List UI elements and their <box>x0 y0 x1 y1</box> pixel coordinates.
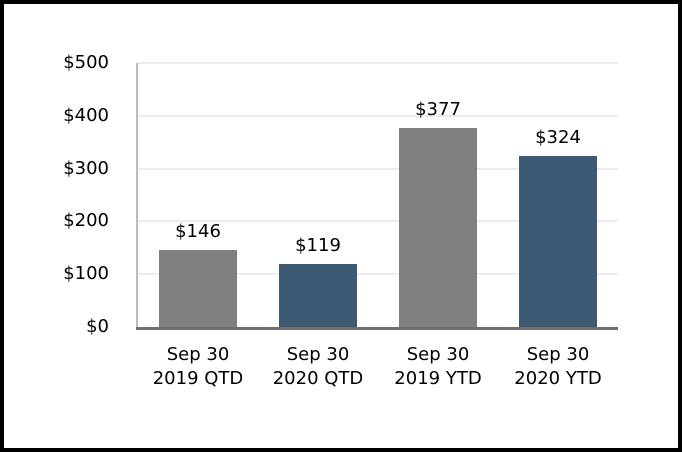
bar-value-label: $377 <box>415 99 461 120</box>
gridline-500 <box>138 62 618 64</box>
bar-3 <box>399 128 477 327</box>
bar-4 <box>519 156 597 327</box>
y-tick-label: $500 <box>63 52 109 73</box>
y-axis-line <box>136 63 138 327</box>
y-tick-label: $0 <box>86 316 109 337</box>
x-axis-category-label: Sep 30 2019 YTD <box>394 344 482 389</box>
gridline-400 <box>138 114 618 117</box>
x-axis-category-label: Sep 30 2019 QTD <box>152 344 244 389</box>
x-axis-line <box>136 327 618 330</box>
bar-value-label: $119 <box>295 235 341 256</box>
y-tick-label: $400 <box>63 104 109 126</box>
gridline-100 <box>138 273 618 276</box>
y-tick-label: $300 <box>63 157 109 179</box>
gridline-200 <box>138 220 618 223</box>
x-axis-category-label: Sep 30 2020 YTD <box>514 344 602 389</box>
bar-value-label: $146 <box>175 221 221 242</box>
gridline-300 <box>138 167 618 170</box>
bar-2 <box>279 264 357 327</box>
bar-1 <box>159 250 237 327</box>
x-axis-category-label: Sep 30 2020 QTD <box>272 344 364 389</box>
bar-value-label: $324 <box>535 127 581 148</box>
y-tick-label: $200 <box>63 210 109 232</box>
y-tick-label: $100 <box>63 263 109 285</box>
